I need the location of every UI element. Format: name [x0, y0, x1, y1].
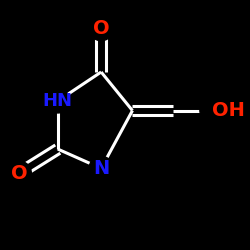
Circle shape — [46, 89, 70, 113]
Text: OH: OH — [212, 101, 245, 120]
Text: O: O — [11, 164, 28, 183]
Text: N: N — [93, 159, 109, 178]
Text: O: O — [93, 19, 110, 38]
Circle shape — [89, 156, 113, 180]
Circle shape — [7, 161, 31, 185]
Circle shape — [200, 98, 224, 122]
Text: HN: HN — [43, 92, 73, 110]
Circle shape — [89, 16, 113, 41]
